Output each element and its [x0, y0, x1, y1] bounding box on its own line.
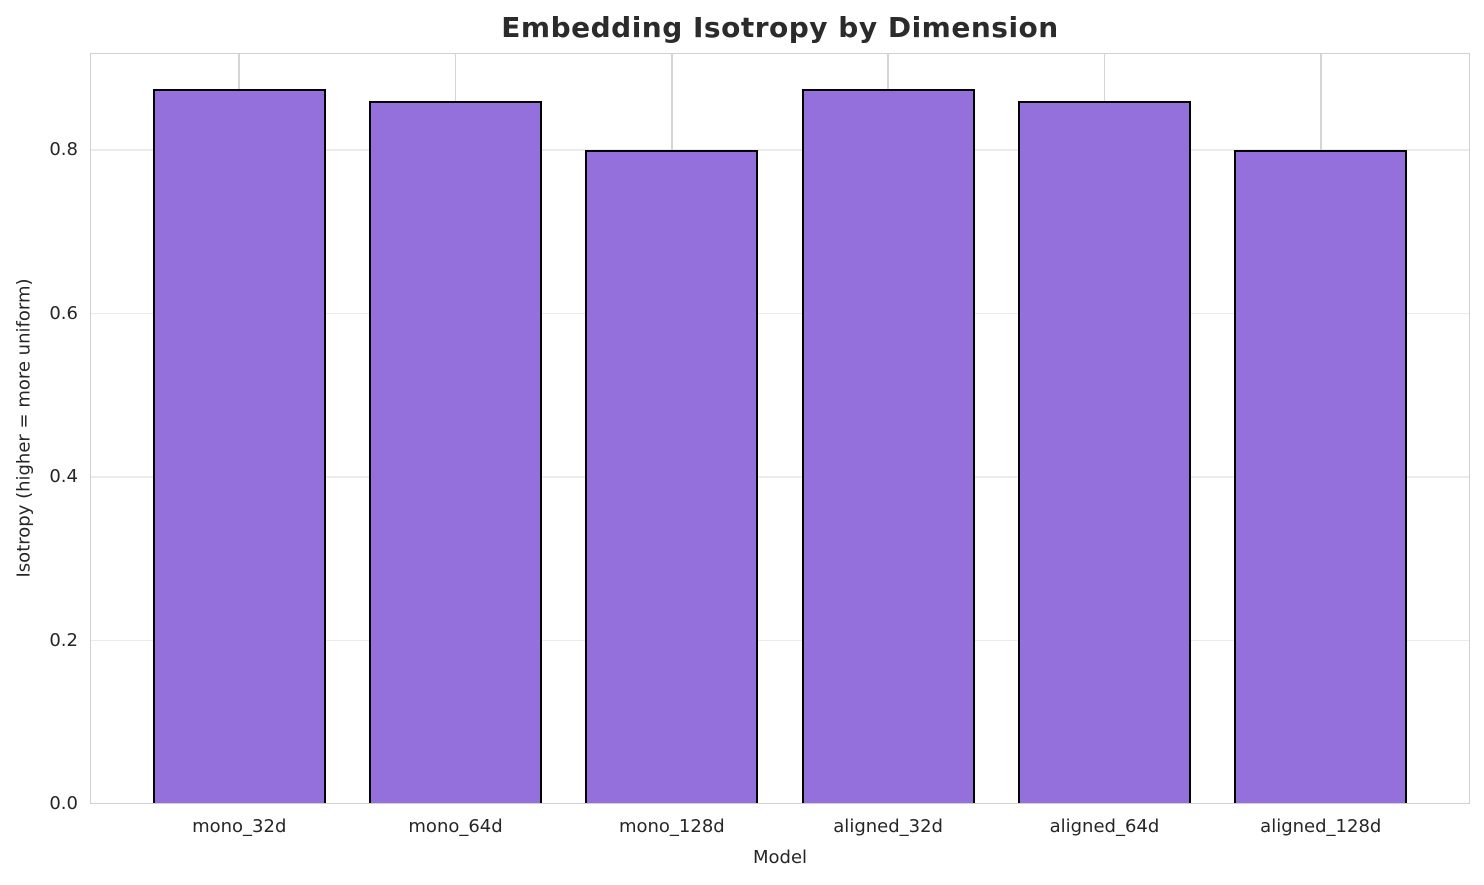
y-gridline [90, 312, 1470, 315]
bar-aligned_64d [1017, 101, 1191, 804]
y-gridline [90, 476, 1470, 478]
plot-area [90, 53, 1470, 804]
y-tick-label: 0.0 [49, 793, 78, 814]
bar-mono_32d [152, 88, 326, 804]
bar-aligned_128d [1234, 150, 1408, 804]
y-gridline [90, 639, 1470, 642]
chart-title: Embedding Isotropy by Dimension [501, 11, 1059, 44]
y-tick-label: 0.2 [49, 629, 78, 651]
x-tick-label-mono_128d: mono_128d [618, 816, 725, 837]
bar-aligned_32d [801, 88, 975, 804]
x-tick-label-aligned_128d: aligned_128d [1260, 816, 1382, 837]
x-tick-label-aligned_32d: aligned_32d [833, 816, 943, 837]
y-tick-label: 0.6 [49, 302, 78, 324]
bar-mono_64d [369, 101, 543, 804]
y-tick-label: 0.8 [49, 139, 78, 161]
x-tick-label-aligned_64d: aligned_64d [1049, 816, 1160, 837]
bar-mono_128d [585, 150, 759, 804]
x-tick-label-mono_64d: mono_64d [408, 816, 503, 837]
y-gridline [90, 149, 1470, 151]
bars-layer [90, 53, 1470, 804]
x-axis-label: Model [752, 847, 808, 868]
y-tick-label: 0.4 [49, 466, 78, 488]
x-tick-label-mono_32d: mono_32d [192, 816, 287, 837]
